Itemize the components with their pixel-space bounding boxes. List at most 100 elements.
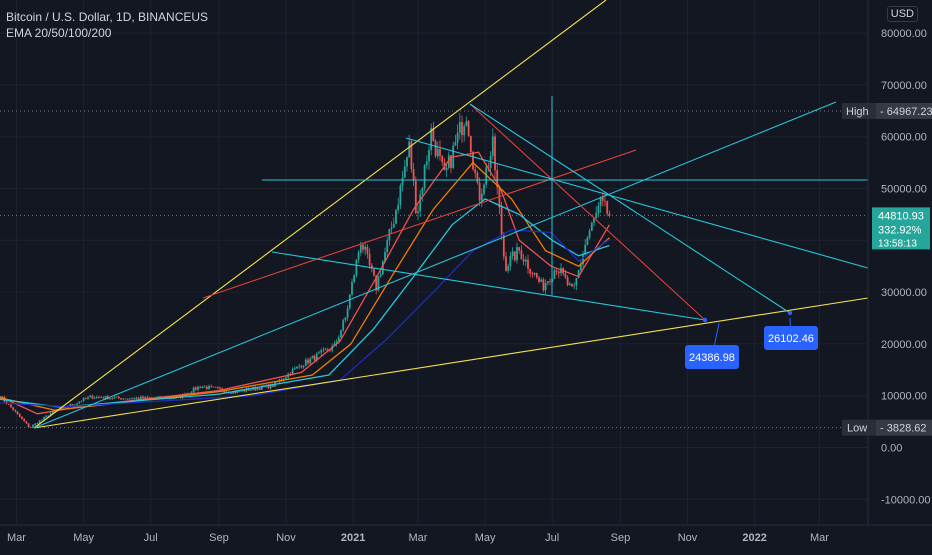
low-tag-value: - 3828.62	[880, 423, 926, 435]
candle-body	[588, 230, 591, 238]
price-axis[interactable]: 80000.0070000.0060000.0050000.0040000.00…	[842, 0, 932, 550]
candle-body	[82, 398, 85, 402]
candle-body	[256, 388, 259, 391]
projection-label-1[interactable]: 24386.98	[685, 322, 739, 369]
candle-body	[368, 253, 371, 266]
candle-body	[113, 397, 116, 399]
projection-label-2[interactable]: 26102.46	[764, 317, 818, 350]
candle-body	[390, 227, 393, 229]
cyan-lower-line[interactable]	[271, 251, 706, 321]
price-tick-label: 60000.00	[881, 132, 927, 144]
red-trendline[interactable]	[202, 149, 637, 299]
candle-body	[454, 142, 457, 146]
candle-body	[346, 308, 349, 318]
candle-body	[542, 279, 545, 291]
candle-body	[40, 419, 43, 421]
low-tag-label: Low	[847, 423, 867, 435]
time-tick-label: Mar	[409, 532, 428, 544]
candle-body	[428, 150, 430, 162]
candle-body	[491, 136, 494, 156]
candle-body	[29, 427, 32, 428]
candle-body	[104, 396, 107, 399]
candle-body	[568, 283, 571, 285]
candle-body	[467, 121, 470, 136]
candle-body	[243, 389, 246, 392]
candle-body	[370, 265, 373, 269]
candle-body	[458, 122, 461, 133]
yellow-upper-trendline[interactable]	[33, 0, 607, 429]
cyan-projection-line[interactable]	[469, 103, 791, 314]
candle-body	[441, 155, 444, 163]
candle-body	[51, 411, 54, 414]
time-tick-label: Jul	[144, 532, 158, 544]
cyan-descending-line[interactable]	[405, 137, 869, 269]
candle-body	[137, 397, 140, 400]
candle-body	[311, 356, 314, 359]
cyan-channel-line[interactable]	[33, 101, 837, 429]
candle-body	[73, 404, 76, 406]
candle-body	[566, 277, 569, 285]
candle-body	[373, 268, 375, 276]
price-tick-label: 70000.00	[881, 80, 927, 92]
candle-body	[109, 398, 111, 400]
candle-body	[170, 398, 173, 400]
candle-body	[131, 398, 133, 400]
candle-body	[474, 169, 477, 173]
candle-body	[320, 350, 323, 353]
candle-body	[353, 275, 356, 282]
candle-body	[577, 270, 580, 278]
candle-body	[386, 240, 389, 252]
candle-body	[214, 386, 217, 388]
bar-countdown: 13:58:13	[878, 238, 917, 249]
candle-body	[38, 420, 41, 424]
price-tick-label: 20000.00	[881, 339, 927, 351]
candle-body	[381, 261, 384, 275]
candle-body	[49, 413, 52, 416]
candle-body	[357, 252, 360, 260]
candle-body	[465, 121, 468, 127]
candle-body	[93, 397, 96, 399]
yellow-lower-trendline[interactable]	[33, 297, 869, 429]
time-axis[interactable]: Mar May Jul Sep Nov 2021 Mar May Jul Sep Nov 2022 Ma…	[0, 524, 932, 550]
candle-body	[208, 386, 210, 390]
candle-body	[324, 349, 327, 351]
candle-body	[302, 365, 305, 368]
ema-line	[0, 161, 610, 411]
candle-body	[586, 237, 589, 245]
time-tick-label: May	[73, 532, 94, 544]
candle-body	[359, 244, 362, 253]
candle-body	[348, 294, 351, 309]
candle-body	[45, 415, 48, 417]
candle-body	[606, 201, 609, 214]
legend-indicator[interactable]: EMA 20/50/100/200	[6, 26, 112, 40]
high-tag-value-bg	[876, 102, 932, 119]
candle-body	[69, 404, 72, 407]
candle-body	[267, 384, 270, 389]
candle-body	[190, 392, 193, 394]
candle-body	[18, 414, 21, 417]
candle-body	[333, 343, 336, 347]
legend-symbol[interactable]: Bitcoin / U.S. Dollar, 1D, BINANCEUS	[6, 10, 209, 24]
candle-body	[27, 423, 30, 428]
time-tick-label: Nov	[276, 532, 296, 544]
candle-body	[89, 395, 92, 398]
candle-body	[172, 398, 175, 399]
candle-body	[146, 396, 149, 398]
time-tick-label: Nov	[678, 532, 698, 544]
candle-body	[436, 149, 439, 157]
high-tag-value: - 64967.23	[880, 106, 932, 118]
last-price-tag-bg	[872, 207, 930, 250]
currency-selector[interactable]: USD	[886, 6, 918, 22]
candle-body	[355, 259, 358, 276]
candle-body	[111, 398, 114, 400]
candle-body	[329, 350, 331, 352]
price-tick-label: 0.00	[881, 443, 902, 455]
candle-body	[375, 275, 378, 291]
candle-body	[32, 424, 34, 428]
candle-body	[417, 211, 419, 214]
candle-body	[573, 285, 576, 287]
red-projection-line[interactable]	[469, 103, 706, 321]
time-tick-label: Jul	[545, 532, 559, 544]
